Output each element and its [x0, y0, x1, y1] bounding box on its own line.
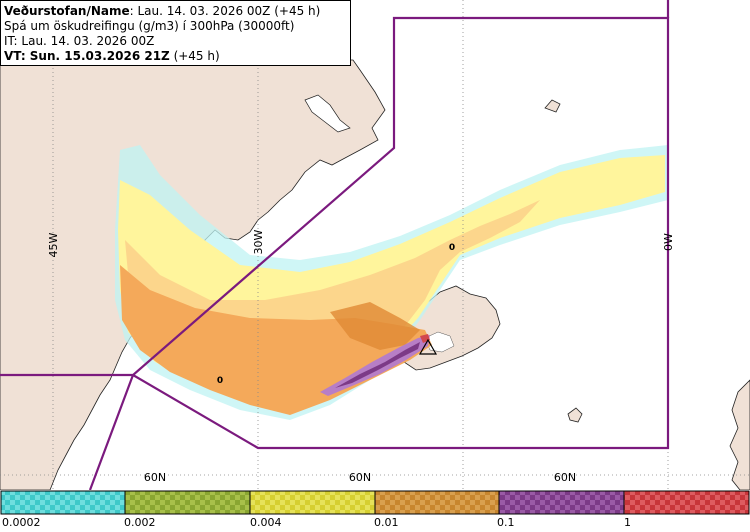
- run-time: : Lau. 14. 03. 2026 00Z (+45 h): [129, 4, 321, 18]
- colorbar-bin-3: [249, 490, 376, 515]
- volcano-triangle-icon: [418, 338, 438, 355]
- ash-dispersion-map: 45W 30W 0W 60N 60N 60N 0 0: [0, 0, 750, 490]
- svalbard-island: [544, 99, 561, 113]
- greenland-fjord: [304, 94, 351, 133]
- colorbar-tick-4: 0.01: [374, 516, 399, 529]
- lat-label-1: 60N: [144, 471, 166, 484]
- lon-label-0w: 0W: [662, 233, 675, 251]
- title-line: Veðurstofan/Name: Lau. 14. 03. 2026 00Z …: [4, 4, 348, 19]
- ash-plume-purple-core: [335, 342, 420, 388]
- colorbar-bin-5: [498, 490, 625, 515]
- lat-label-3: 60N: [554, 471, 576, 484]
- airspace-boundary: [0, 0, 670, 490]
- contour-label-1: 0: [449, 243, 455, 253]
- ash-plume-dark-orange: [330, 302, 420, 350]
- initial-time: IT: Lau. 14. 03. 2026 00Z: [4, 34, 155, 48]
- lead-time: (+45 h): [169, 49, 220, 63]
- colorbar-bin-1: [0, 490, 126, 515]
- lat-label-2: 60N: [349, 471, 371, 484]
- colorbar-tick-5: 0.1: [497, 516, 515, 529]
- concentration-colorbar: [0, 490, 750, 515]
- colorbar-tick-1: 0.0002: [2, 516, 41, 529]
- contour-label-2: 0: [217, 376, 223, 386]
- colorbar-bin-4: [374, 490, 500, 515]
- agency-name: Veðurstofan/Name: [4, 4, 130, 18]
- colorbar-tick-2: 0.002: [124, 516, 156, 529]
- colorbar-bin-6: [623, 490, 750, 515]
- colorbar-tick-6: 1: [624, 516, 631, 529]
- colorbar-tick-labels: 0.0002 0.002 0.004 0.01 0.1 1: [0, 515, 750, 532]
- norway-landmass: [729, 379, 750, 490]
- lon-label-30w: 30W: [252, 229, 265, 254]
- colorbar-tick-3: 0.004: [250, 516, 282, 529]
- product-description: Spá um öskudreifingu (g/m3) í 300hPa (30…: [4, 19, 295, 33]
- lon-label-45w: 45W: [47, 232, 60, 257]
- forecast-info-box: Veðurstofan/Name: Lau. 14. 03. 2026 00Z …: [0, 0, 351, 66]
- faroe-islands: [567, 407, 583, 423]
- colorbar-bin-2: [124, 490, 251, 515]
- valid-time-line: VT: Sun. 15.03.2026 21Z (+45 h): [4, 49, 348, 64]
- ash-plume-violet: [320, 335, 430, 396]
- valid-time: VT: Sun. 15.03.2026 21Z: [4, 49, 170, 63]
